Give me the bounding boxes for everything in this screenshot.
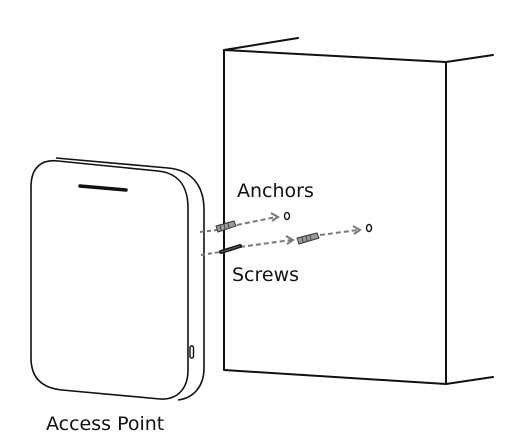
anchor-upper-icon (215, 220, 237, 233)
wall-side-top-edge (445, 54, 494, 63)
access-point-back-edge (55, 157, 205, 401)
screws-label: Screws (232, 264, 300, 286)
led-indicator-bar (78, 184, 128, 192)
anchor-arrow-lower (319, 225, 362, 236)
anchors-label: Anchors (237, 180, 314, 202)
wall-hole-upper-icon (283, 211, 291, 221)
anchor-arrow-upper (199, 212, 280, 233)
screw-arrow-lower (200, 235, 295, 256)
wall-top-edge (223, 37, 299, 51)
screw-icon (219, 244, 242, 254)
port-slot-icon (189, 345, 195, 359)
wall-side-bottom-edge (445, 376, 494, 385)
anchor-lower-icon (296, 232, 320, 245)
wall (223, 37, 494, 385)
wall-front-face (223, 49, 447, 385)
access-point-front-face (30, 159, 189, 400)
access-point-label: Access Point (46, 413, 165, 435)
wall-hole-lower-icon (365, 223, 373, 233)
access-point-device (30, 157, 205, 401)
